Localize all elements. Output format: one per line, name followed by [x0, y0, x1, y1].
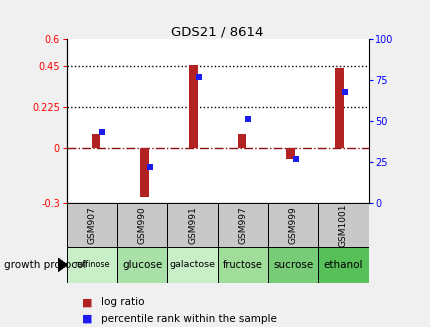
Bar [188, 65, 197, 148]
Point [292, 156, 299, 161]
Text: ■: ■ [82, 298, 92, 307]
FancyBboxPatch shape [217, 247, 267, 283]
Point [147, 164, 154, 169]
Text: GSM907: GSM907 [87, 206, 96, 244]
FancyBboxPatch shape [217, 203, 267, 247]
Text: ■: ■ [82, 314, 92, 324]
Text: GSM990: GSM990 [138, 206, 146, 244]
Text: GSM999: GSM999 [288, 206, 297, 244]
Bar [140, 148, 149, 197]
Point [195, 74, 202, 79]
Text: log ratio: log ratio [101, 298, 144, 307]
Text: sucrose: sucrose [272, 260, 313, 270]
FancyBboxPatch shape [117, 247, 167, 283]
FancyBboxPatch shape [67, 247, 117, 283]
FancyBboxPatch shape [117, 203, 167, 247]
Point [98, 130, 105, 135]
Bar [92, 134, 100, 148]
Polygon shape [58, 258, 67, 271]
Text: GSM991: GSM991 [187, 206, 197, 244]
FancyBboxPatch shape [167, 247, 217, 283]
Text: ethanol: ethanol [323, 260, 362, 270]
Text: glucose: glucose [122, 260, 162, 270]
Text: GSM1001: GSM1001 [338, 203, 347, 247]
Bar [286, 148, 295, 159]
Title: GDS21 / 8614: GDS21 / 8614 [171, 25, 263, 38]
Bar [237, 134, 246, 148]
Text: growth protocol: growth protocol [4, 260, 86, 270]
FancyBboxPatch shape [317, 203, 368, 247]
FancyBboxPatch shape [67, 203, 117, 247]
FancyBboxPatch shape [267, 247, 317, 283]
Text: galactose: galactose [169, 260, 215, 269]
Text: percentile rank within the sample: percentile rank within the sample [101, 314, 276, 324]
Text: raffinose: raffinose [74, 260, 110, 269]
Text: fructose: fructose [222, 260, 262, 270]
FancyBboxPatch shape [167, 203, 217, 247]
Point [341, 89, 347, 94]
Text: GSM997: GSM997 [238, 206, 247, 244]
FancyBboxPatch shape [267, 203, 317, 247]
Point [244, 117, 251, 122]
Bar [334, 68, 343, 148]
FancyBboxPatch shape [317, 247, 368, 283]
